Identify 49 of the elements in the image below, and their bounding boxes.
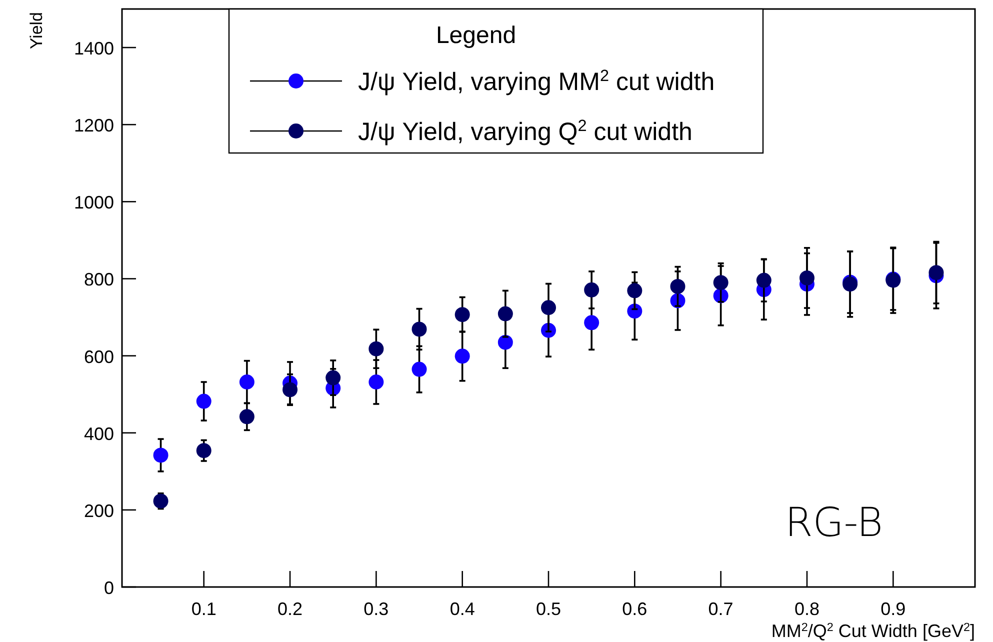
point: [713, 275, 728, 290]
x-tick-label: 0.8: [794, 599, 820, 619]
x-tick-label: 0.5: [536, 599, 562, 619]
point: [153, 448, 168, 463]
x-tick-label: 0.4: [450, 599, 475, 619]
point: [584, 315, 600, 330]
point: [412, 322, 427, 337]
legend-title: Legend: [436, 22, 516, 49]
point: [627, 304, 642, 319]
point: [282, 382, 298, 398]
x-tick-label: 0.2: [278, 599, 303, 619]
point: [799, 270, 814, 286]
point: [627, 283, 642, 298]
y-axis-title: Yield: [27, 12, 46, 50]
y-tick-label: 600: [84, 346, 114, 367]
point: [928, 265, 944, 280]
point: [239, 374, 254, 390]
y-tick-label: 1400: [74, 38, 114, 59]
y-tick-label: 400: [84, 424, 114, 444]
y-tick-label: 800: [84, 270, 114, 290]
point: [412, 362, 427, 377]
point: [153, 494, 168, 509]
point: [584, 282, 600, 298]
y-tick-label: 1000: [74, 192, 114, 213]
legend-label: J/ψ Yield, varying Q$^{2}$ cut width: [358, 117, 692, 146]
point: [756, 272, 772, 288]
point: [326, 370, 341, 386]
x-tick-label: 0.1: [191, 599, 216, 619]
x-tick-label: 0.3: [364, 599, 389, 619]
point: [541, 300, 556, 316]
x-axis-title: MM$^{2}$/Q$^{2}$ Cut Width [GeV$^{2}$]: [771, 620, 975, 641]
y-tick-label: 1200: [74, 116, 114, 136]
point: [368, 374, 384, 390]
legend-label: J/ψ Yield, varying MM$^{2}$ cut width: [358, 67, 715, 96]
annotation: RG-B: [785, 500, 883, 546]
x-tick-label: 0.6: [622, 599, 648, 619]
y-tick-label: 200: [84, 500, 114, 521]
point: [196, 394, 212, 409]
point: [196, 443, 212, 458]
x-tick-label: 0.7: [708, 599, 734, 619]
point: [368, 341, 384, 356]
x-tick-label: 0.9: [880, 599, 906, 619]
point: [454, 307, 470, 322]
point: [498, 306, 513, 322]
y-tick-label: 0: [104, 578, 114, 598]
point: [454, 348, 470, 364]
point: [498, 334, 513, 350]
point: [239, 409, 254, 424]
point: [670, 278, 686, 294]
